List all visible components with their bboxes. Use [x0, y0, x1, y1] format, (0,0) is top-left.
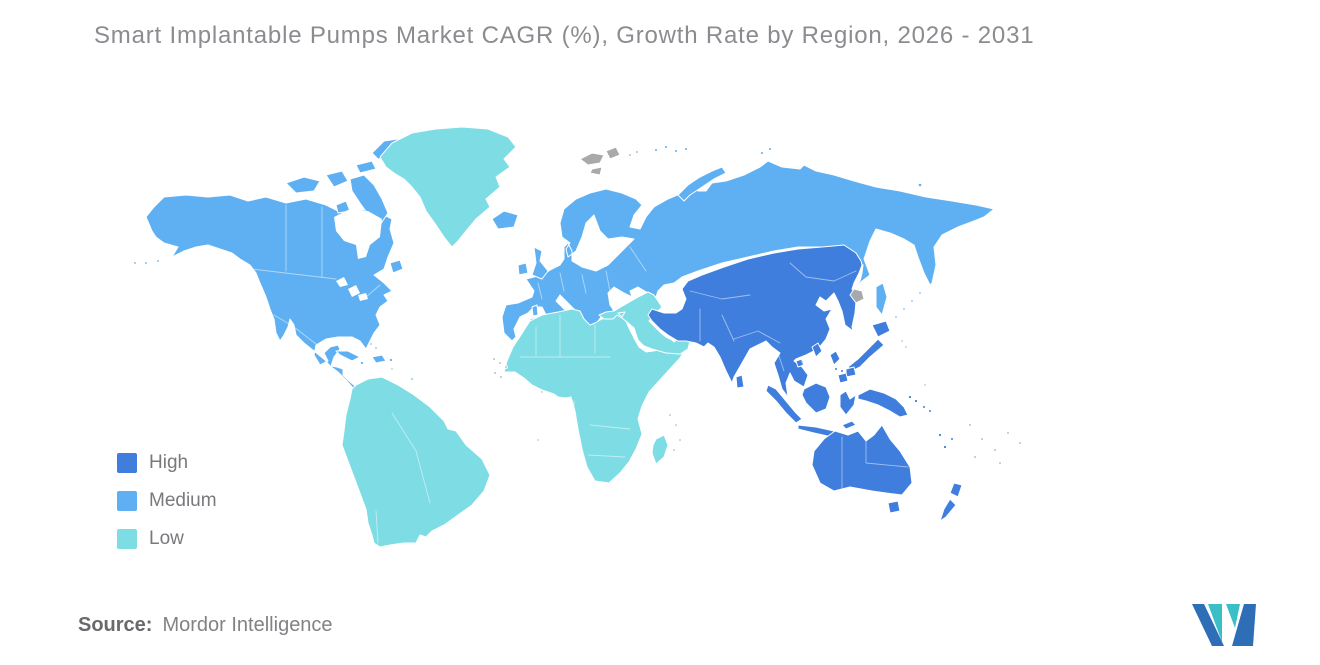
map-madagascar: [651, 434, 669, 465]
map-region-low-growth: [341, 126, 691, 548]
legend-label-low: Low: [149, 527, 184, 549]
map-sumatra: [765, 384, 803, 424]
map-country-borders: [251, 204, 909, 544]
map-newfoundland: [389, 259, 404, 274]
legend-swatch-low: [117, 528, 137, 549]
world-map: [90, 95, 1030, 565]
map-borneo: [801, 382, 831, 414]
map-north-korea: [849, 288, 865, 304]
map-great-lakes: [336, 277, 348, 287]
legend-swatch-high: [117, 452, 137, 473]
map-inland-seas: [334, 209, 382, 301]
map-hispaniola: [371, 354, 387, 364]
map-mindanao: [837, 372, 849, 384]
legend-label-high: High: [149, 451, 189, 473]
source-line: Source: Mordor Intelligence: [78, 614, 333, 637]
logo-left-stroke: [1192, 604, 1224, 646]
map-greenland: [379, 126, 517, 248]
source-value: Mordor Intelligence: [162, 614, 333, 636]
map-sri-lanka: [735, 374, 745, 389]
map-sakhalin: [875, 282, 888, 316]
map-region-no-data: [390, 146, 1022, 465]
map-asia-mainland: [647, 244, 863, 398]
map-region-high-growth: [647, 244, 963, 522]
map-arctic-islands: [285, 176, 321, 194]
map-novaya-zemlya: [677, 166, 727, 202]
map-tasmania: [887, 500, 901, 514]
legend-swatch-medium: [117, 490, 137, 511]
map-africa: [503, 308, 687, 484]
map-cuba: [335, 350, 361, 362]
page-title: Smart Implantable Pumps Market CAGR (%),…: [94, 22, 1035, 49]
map-sulawesi: [839, 390, 857, 416]
map-cyprus: [617, 311, 626, 318]
map-new-guinea: [857, 388, 909, 418]
mordor-intelligence-logo: [1188, 602, 1260, 648]
map-ireland: [517, 262, 529, 276]
logo-right-wedge: [1226, 604, 1240, 628]
map-great-britain: [531, 246, 549, 280]
map-svalbard: [579, 152, 605, 166]
logo-right-stroke: [1232, 604, 1256, 646]
map-south-america: [341, 376, 491, 548]
legend-item-low: Low: [117, 528, 217, 549]
legend-item-high: High: [117, 452, 217, 473]
map-hokkaido: [871, 320, 891, 338]
map-hainan: [795, 358, 805, 368]
map-region-medium-growth: [133, 138, 995, 390]
source-label: Source:: [78, 614, 153, 636]
map-nz-north-island: [949, 482, 963, 498]
map-nz-south-island: [939, 498, 957, 522]
world-map-svg: [133, 126, 1022, 548]
map-kyushu: [845, 366, 857, 378]
map-timor: [841, 420, 857, 430]
map-australia: [811, 424, 913, 496]
map-luzon: [829, 350, 841, 366]
map-iceland: [491, 210, 519, 230]
map-taiwan: [811, 342, 823, 358]
legend-item-medium: Medium: [117, 490, 217, 511]
map-baffin-island: [349, 174, 389, 226]
logo-left-wedge: [1208, 604, 1222, 642]
map-hudson-bay: [334, 209, 382, 259]
map-honshu: [847, 338, 885, 372]
legend-label-medium: Medium: [149, 489, 217, 511]
legend: High Medium Low: [117, 452, 217, 566]
